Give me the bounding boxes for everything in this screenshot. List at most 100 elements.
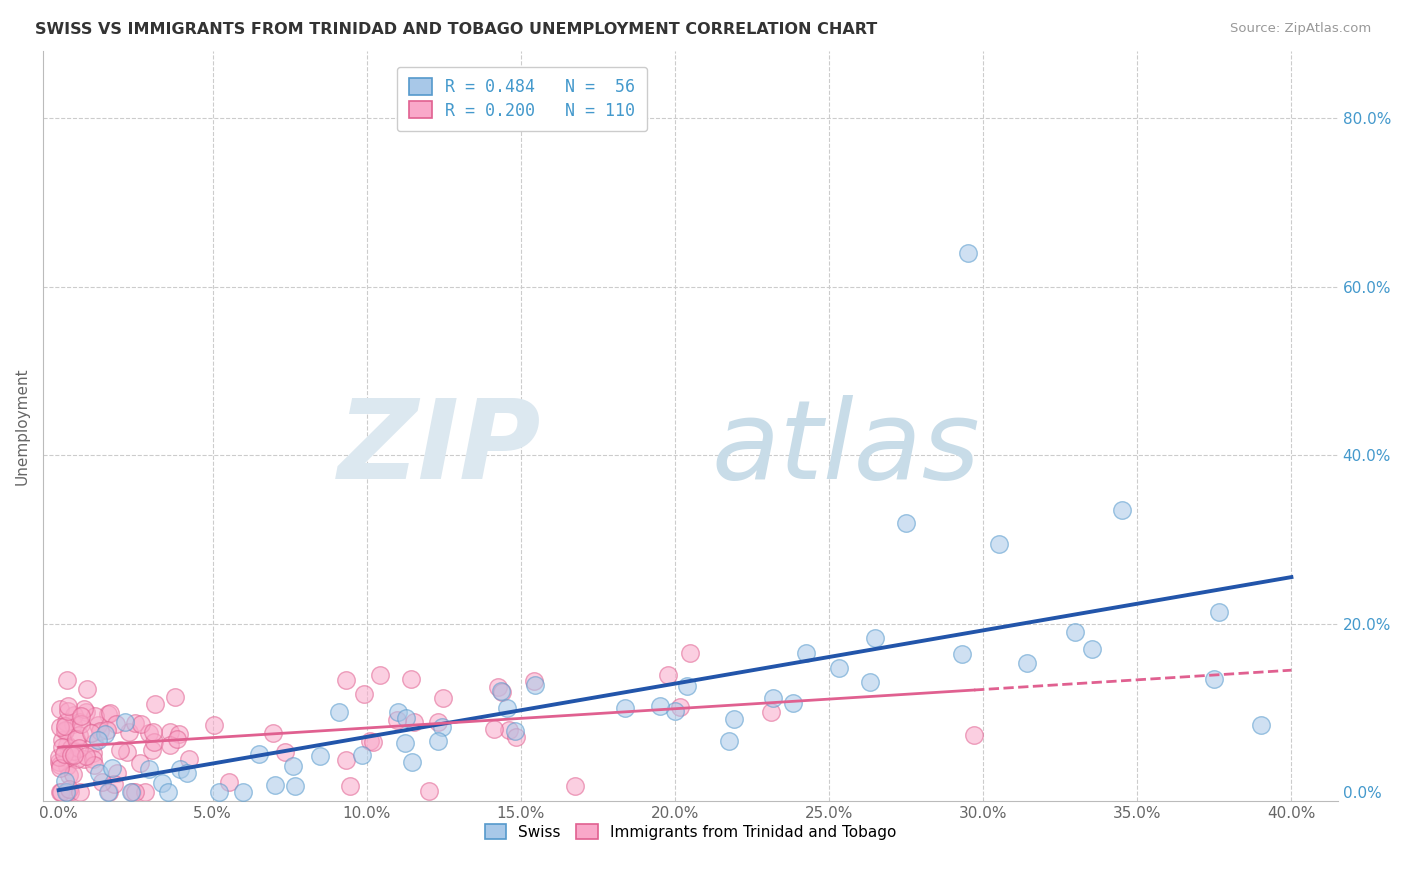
- Point: [368, 667, 391, 681]
- Point: [159, 739, 181, 753]
- Point: [894, 516, 917, 530]
- Point: [96, 723, 118, 737]
- Point: [361, 735, 384, 749]
- Point: [65, 732, 87, 747]
- Point: [59, 785, 82, 799]
- Point: [498, 723, 520, 738]
- Point: [963, 728, 986, 742]
- Point: [63, 707, 86, 722]
- Point: [120, 785, 142, 799]
- Point: [69, 785, 91, 799]
- Point: [56, 738, 79, 752]
- Point: [762, 691, 785, 706]
- Point: [432, 720, 454, 734]
- Point: [1111, 503, 1133, 517]
- Point: [1204, 672, 1226, 686]
- Point: [110, 742, 132, 756]
- Point: [505, 730, 527, 744]
- Point: [58, 768, 80, 782]
- Point: [614, 701, 637, 715]
- Point: [145, 697, 167, 711]
- Point: [55, 785, 77, 799]
- Point: [55, 715, 77, 730]
- Point: [49, 785, 72, 799]
- Point: [486, 680, 509, 694]
- Point: [648, 699, 671, 714]
- Point: [353, 687, 375, 701]
- Point: [138, 726, 160, 740]
- Point: [491, 685, 513, 699]
- Point: [657, 667, 679, 681]
- Point: [98, 706, 121, 721]
- Point: [48, 749, 70, 764]
- Point: [159, 725, 181, 739]
- Point: [101, 761, 124, 775]
- Point: [52, 747, 75, 761]
- Point: [489, 684, 512, 698]
- Point: [359, 733, 381, 747]
- Point: [723, 712, 745, 726]
- Point: [53, 723, 76, 738]
- Point: [94, 726, 117, 740]
- Point: [138, 762, 160, 776]
- Point: [335, 673, 357, 687]
- Point: [53, 774, 76, 789]
- Point: [956, 246, 979, 260]
- Point: [84, 708, 107, 723]
- Point: [484, 722, 506, 736]
- Legend: Swiss, Immigrants from Trinidad and Tobago: Swiss, Immigrants from Trinidad and Toba…: [478, 818, 903, 846]
- Point: [62, 767, 84, 781]
- Point: [105, 717, 128, 731]
- Point: [859, 675, 882, 690]
- Point: [427, 734, 450, 748]
- Point: [58, 782, 80, 797]
- Point: [82, 746, 104, 760]
- Point: [426, 715, 449, 730]
- Point: [247, 747, 270, 762]
- Point: [103, 777, 125, 791]
- Point: [523, 673, 546, 688]
- Point: [98, 785, 121, 799]
- Point: [82, 752, 104, 766]
- Text: SWISS VS IMMIGRANTS FROM TRINIDAD AND TOBAGO UNEMPLOYMENT CORRELATION CHART: SWISS VS IMMIGRANTS FROM TRINIDAD AND TO…: [35, 22, 877, 37]
- Point: [262, 726, 284, 740]
- Point: [89, 723, 111, 738]
- Point: [58, 699, 80, 714]
- Point: [401, 756, 423, 770]
- Point: [718, 734, 741, 748]
- Point: [105, 765, 128, 780]
- Text: Source: ZipAtlas.com: Source: ZipAtlas.com: [1230, 22, 1371, 36]
- Point: [335, 753, 357, 767]
- Point: [62, 744, 84, 758]
- Point: [664, 704, 686, 718]
- Point: [308, 748, 330, 763]
- Point: [1017, 657, 1039, 671]
- Point: [284, 779, 307, 793]
- Point: [91, 774, 114, 789]
- Point: [350, 747, 373, 762]
- Point: [70, 708, 93, 723]
- Point: [169, 762, 191, 776]
- Point: [1208, 606, 1230, 620]
- Point: [67, 714, 90, 729]
- Point: [97, 785, 120, 799]
- Point: [828, 660, 851, 674]
- Point: [950, 647, 973, 661]
- Point: [156, 785, 179, 799]
- Point: [53, 718, 76, 732]
- Point: [55, 785, 77, 799]
- Point: [49, 785, 72, 799]
- Point: [48, 758, 70, 772]
- Point: [69, 716, 91, 731]
- Point: [169, 727, 191, 741]
- Point: [87, 717, 110, 731]
- Point: [97, 706, 120, 721]
- Point: [142, 735, 165, 749]
- Point: [67, 728, 90, 742]
- Point: [62, 748, 84, 763]
- Point: [179, 752, 201, 766]
- Point: [49, 702, 72, 716]
- Point: [1064, 625, 1087, 640]
- Point: [114, 715, 136, 730]
- Point: [759, 705, 782, 719]
